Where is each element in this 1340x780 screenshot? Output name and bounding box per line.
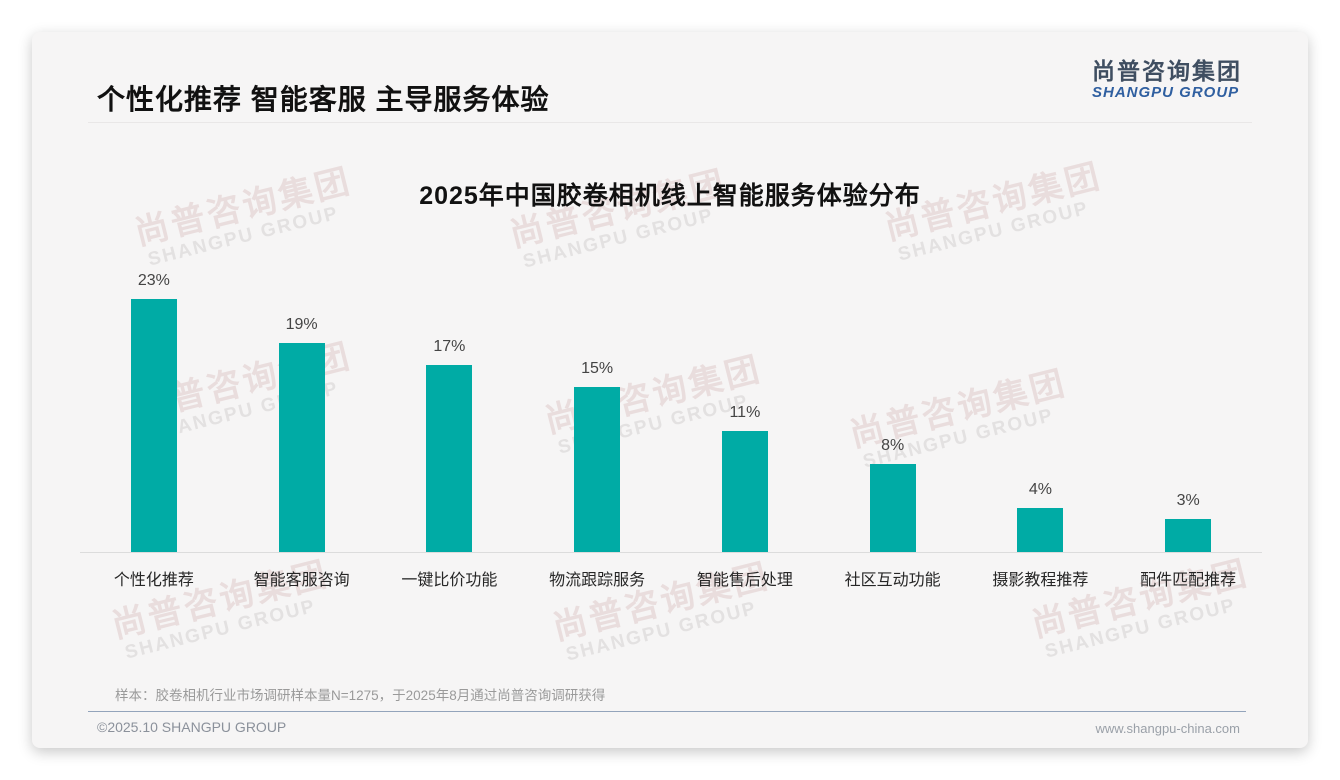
bar-value-label: 15% [581,360,614,377]
bar-category-label: 摄影教程推荐 [992,572,1089,589]
bar-value-label: 8% [881,437,905,454]
bar-category-label: 社区互动功能 [844,572,941,589]
bar [869,464,916,552]
bar [130,299,177,552]
bar-value-label: 17% [433,338,466,355]
bar [278,343,325,552]
bar-value-label: 3% [1176,492,1200,509]
bars-row: 23% 19% 17% 15% 11% 8% 4% 3% [80,252,1262,553]
bar-category-label: 智能客服咨询 [253,572,350,589]
bar-column: 17% [376,338,524,552]
bar [721,431,768,552]
bar-value-label: 19% [285,316,318,333]
bar-column: 11% [671,404,819,552]
bar-column: 19% [228,316,376,552]
category-labels-row: 个性化推荐 智能客服咨询 一键比价功能 物流跟踪服务 智能售后处理 社区互动功能 摄影教程推… [80,566,1262,590]
bar-category-label: 配件匹配推荐 [1140,572,1237,589]
bar-category-label: 物流跟踪服务 [549,572,646,589]
bar-value-label: 23% [137,272,170,289]
bar-column: 8% [819,437,967,552]
bar-column: 3% [1114,492,1262,552]
bar [1017,508,1064,552]
page-title: 个性化推荐 智能客服 主导服务体验 [97,84,550,115]
slide: 尚普咨询集团 SHANGPU GROUP 尚普咨询集团 SHANGPU GROUP 尚普… [32,32,1308,748]
chart-title: 2025年中国胶卷相机线上智能服务体验分布 [419,182,921,210]
company-logo: 尚普咨询集团 SHANGPU GROUP [1092,58,1242,102]
bar-value-label: 4% [1028,481,1052,498]
bar [574,387,621,552]
bar-category-label: 智能售后处理 [696,572,793,589]
copyright-text: ©2025.10 SHANGPU GROUP [97,719,287,735]
watermark-english-text: SHANGPU GROUP [1042,594,1239,663]
logo-english-name: SHANGPU GROUP [1092,84,1240,102]
header-divider [88,122,1252,123]
sample-note: 样本：胶卷相机行业市场调研样本量N=1275，于2025年8月通过尚普咨询调研获… [115,688,606,703]
bar-column: 4% [967,481,1115,552]
bar-value-label: 11% [729,404,761,421]
watermark-english-text: SHANGPU GROUP [122,595,319,664]
bar-category-label: 一键比价功能 [401,572,498,589]
footer-divider [88,711,1246,712]
bar [426,365,473,552]
bar-category-label: 个性化推荐 [113,572,194,589]
bar [1165,519,1212,552]
bar-column: 15% [523,360,671,552]
bar-column: 23% [80,272,228,552]
watermark-english-text: SHANGPU GROUP [563,597,760,666]
website-url: www.shangpu-china.com [1095,721,1240,736]
logo-chinese-name: 尚普咨询集团 [1092,58,1242,84]
